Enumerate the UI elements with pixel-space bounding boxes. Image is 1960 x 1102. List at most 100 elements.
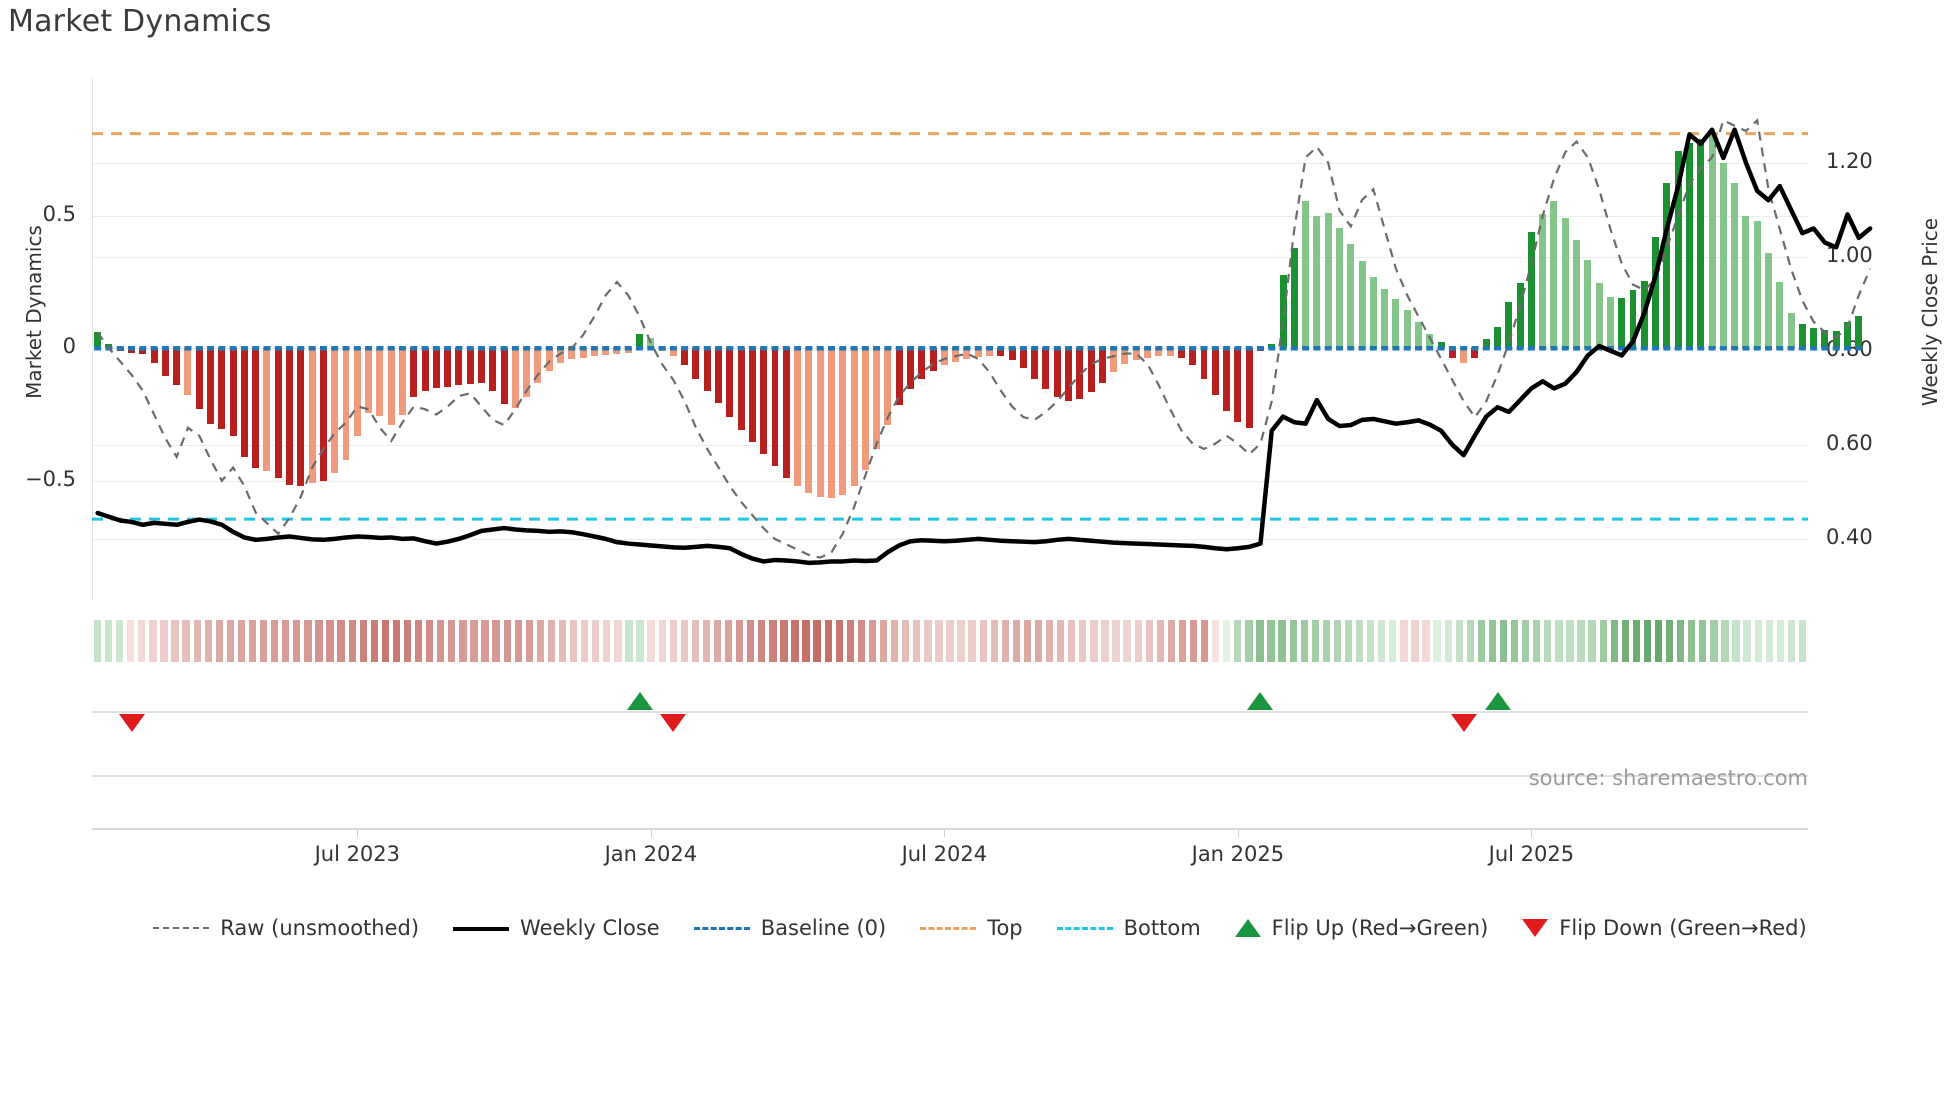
bar: [1189, 348, 1197, 366]
bar: [1065, 348, 1073, 402]
gridline: [92, 348, 1808, 350]
dotted-line-icon: [1056, 920, 1113, 936]
bar: [1369, 276, 1377, 349]
heatmap-cell: [193, 620, 201, 662]
bar: [195, 348, 203, 410]
heatmap-cell: [1344, 620, 1353, 662]
bar: [1810, 328, 1818, 349]
bar: [636, 333, 644, 349]
bar: [557, 348, 564, 363]
legend-line: [153, 927, 210, 929]
heatmap-cell: [259, 620, 268, 662]
bar: [1008, 348, 1016, 361]
triangle-up-icon: [1234, 919, 1261, 937]
bar: [240, 348, 248, 457]
bar: [94, 332, 102, 349]
heatmap-cell: [713, 620, 722, 662]
bar: [579, 348, 587, 358]
bar: [308, 348, 316, 484]
bar: [1787, 312, 1795, 349]
heatmap-cell: [1455, 620, 1463, 662]
heatmap-cell: [414, 620, 423, 662]
flip-up-marker[interactable]: [1484, 692, 1511, 710]
legend-item[interactable]: Baseline (0): [693, 916, 886, 940]
bar: [929, 348, 937, 371]
heatmap-cell: [813, 620, 821, 662]
bar: [703, 348, 711, 391]
bar: [1392, 299, 1400, 349]
heatmap-cell: [1367, 620, 1375, 662]
heatmap-cell: [470, 620, 478, 662]
bar: [376, 348, 384, 416]
flip-down-marker[interactable]: [118, 714, 145, 732]
bar: [1223, 348, 1231, 411]
bar: [1245, 348, 1253, 428]
heatmap-cell: [426, 620, 434, 662]
heatmap-cell: [160, 620, 168, 662]
bar: [568, 348, 576, 359]
heatmap-cell: [1289, 620, 1297, 662]
gridline: [92, 444, 1808, 446]
bar: [342, 348, 350, 460]
legend-item[interactable]: Flip Down (Green→Red): [1522, 916, 1807, 940]
heatmap-cell: [116, 620, 124, 662]
bar: [1844, 321, 1851, 349]
heatmap-cell: [902, 620, 910, 662]
bar: [861, 348, 869, 471]
bar: [1516, 283, 1524, 349]
legend-item[interactable]: Weekly Close: [453, 916, 660, 940]
bar: [715, 348, 723, 403]
heatmap-cell: [127, 620, 135, 662]
bar: [1471, 348, 1479, 358]
flip-down-marker[interactable]: [1450, 714, 1477, 732]
heatmap-cell: [614, 620, 622, 662]
flip-down-marker[interactable]: [660, 714, 687, 732]
x-tick-mark: [1531, 829, 1533, 837]
bar: [218, 348, 226, 430]
heatmap-cell: [525, 620, 533, 662]
bar: [1460, 348, 1468, 363]
bar: [1358, 260, 1366, 349]
legend-item[interactable]: Raw (unsmoothed): [153, 916, 419, 940]
heatmap-cell: [1776, 620, 1784, 662]
heatmap-cell: [669, 620, 677, 662]
bar: [1415, 321, 1422, 349]
heatmap-cell: [1577, 620, 1585, 662]
legend-line: [453, 927, 510, 931]
heatmap-cell: [1045, 620, 1054, 662]
heatmap-cell: [879, 620, 888, 662]
bar: [1527, 231, 1535, 349]
legend-item[interactable]: Top: [920, 916, 1023, 940]
heatmap-cell: [1278, 620, 1286, 662]
heatmap-cell: [248, 620, 257, 662]
legend-item[interactable]: Bottom: [1056, 916, 1201, 940]
bar: [884, 348, 892, 426]
heatmap-cell: [1721, 620, 1729, 662]
bar: [444, 348, 452, 387]
legend-item[interactable]: Flip Up (Red→Green): [1234, 916, 1488, 940]
bar: [1685, 142, 1693, 349]
y-tick-right: 0.40: [1826, 524, 1873, 549]
bar: [1539, 214, 1547, 349]
chart-legend: Raw (unsmoothed) Weekly Close Baseline (0)…: [0, 916, 1960, 940]
heatmap-cell: [1101, 620, 1109, 662]
flip-up-marker[interactable]: [626, 692, 653, 710]
x-tick-mark: [650, 829, 652, 837]
heatmap-cell: [1522, 620, 1530, 662]
heatmap-cell: [1212, 620, 1220, 662]
bar: [839, 348, 847, 496]
heatmap-cell: [1688, 620, 1696, 662]
bar: [1155, 348, 1163, 357]
heatmap-cell: [204, 620, 212, 662]
bar: [1403, 309, 1411, 349]
heatmap-cell: [514, 620, 522, 662]
heatmap-cell: [1632, 620, 1641, 662]
heatmap-cell: [1765, 620, 1773, 662]
heatmap-cell: [1665, 620, 1674, 662]
heatmap-cell: [1001, 620, 1009, 662]
legend-line: [693, 927, 750, 930]
bar: [1494, 327, 1502, 349]
flip-up-marker[interactable]: [1247, 692, 1274, 710]
bar: [1313, 215, 1321, 349]
bar: [1505, 301, 1513, 349]
